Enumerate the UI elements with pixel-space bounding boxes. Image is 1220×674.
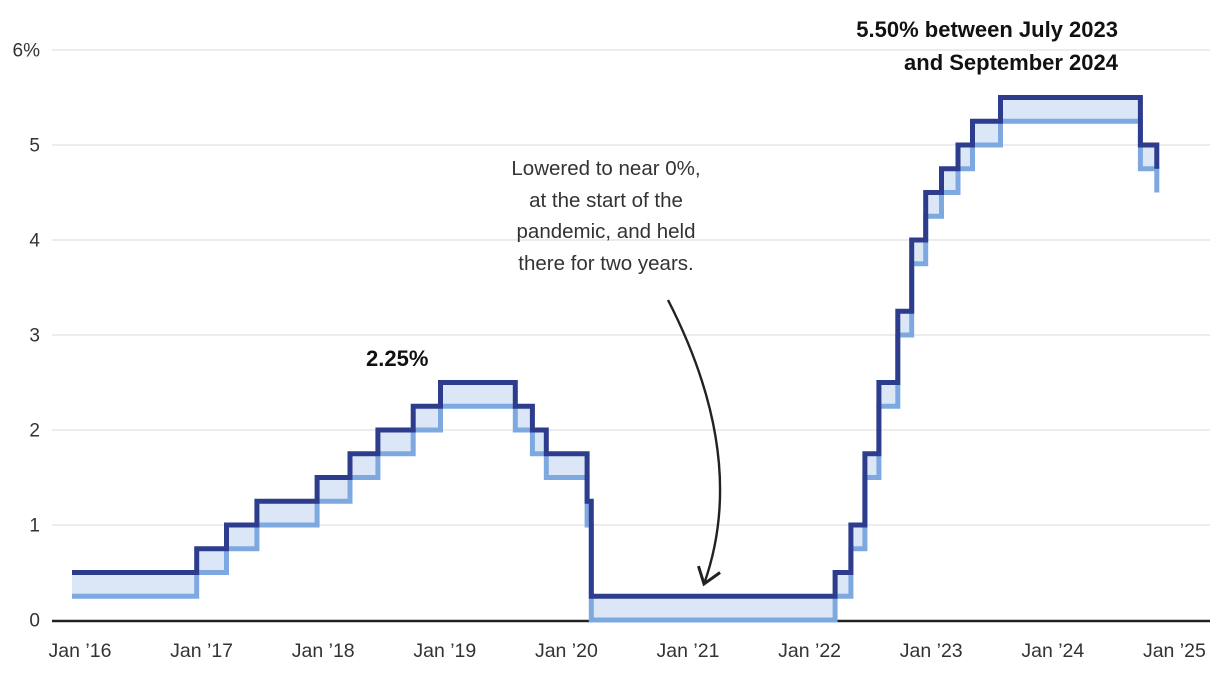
svg-text:0: 0 xyxy=(29,611,40,632)
svg-text:Jan ’25: Jan ’25 xyxy=(1143,640,1206,662)
target-range-fill xyxy=(72,97,1157,620)
svg-text:Jan ’19: Jan ’19 xyxy=(413,640,476,662)
svg-text:Jan ’20: Jan ’20 xyxy=(535,640,598,662)
x-axis-labels: Jan ’16 Jan ’17 Jan ’18 Jan ’19 Jan ’20 Jan ’… xyxy=(49,640,1206,662)
svg-text:4: 4 xyxy=(29,231,40,252)
svg-text:Jan ’23: Jan ’23 xyxy=(900,640,963,662)
svg-text:Jan ’24: Jan ’24 xyxy=(1021,640,1084,662)
svg-text:Jan ’18: Jan ’18 xyxy=(292,640,355,662)
svg-text:5: 5 xyxy=(29,136,40,157)
svg-text:2: 2 xyxy=(29,421,40,442)
annotation-pandemic-note: Lowered to near 0%, at the start of the … xyxy=(511,157,701,275)
svg-text:Jan ’21: Jan ’21 xyxy=(657,640,720,662)
annotation-peak-2023: 5.50% between July 2023 and September 20… xyxy=(856,17,1118,75)
svg-text:Jan ’16: Jan ’16 xyxy=(49,640,112,662)
svg-text:6%: 6% xyxy=(13,41,41,62)
lower-bound-line xyxy=(72,118,1160,623)
svg-text:Jan ’22: Jan ’22 xyxy=(778,640,841,662)
pandemic-note-arrow xyxy=(666,299,722,587)
y-axis-labels: 6% 5 4 3 2 1 0 xyxy=(13,41,41,632)
svg-text:3: 3 xyxy=(29,326,40,347)
upper-bound-line xyxy=(72,95,1160,599)
svg-text:1: 1 xyxy=(29,516,40,537)
svg-text:Jan ’17: Jan ’17 xyxy=(170,640,233,662)
annotation-peak-2018: 2.25% xyxy=(366,346,429,371)
